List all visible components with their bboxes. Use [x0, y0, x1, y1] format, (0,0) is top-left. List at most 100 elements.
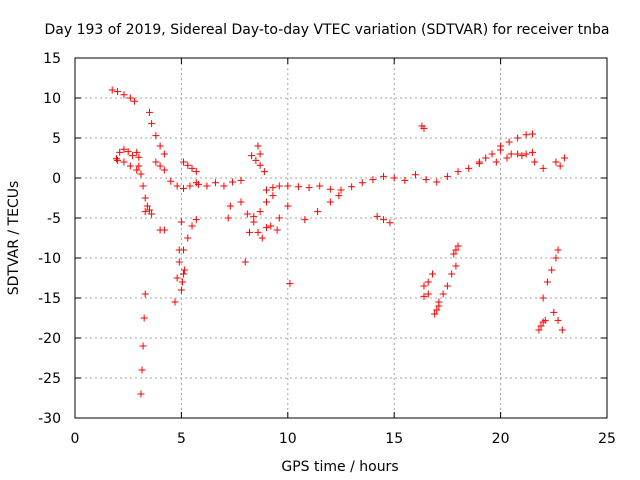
data-points — [108, 86, 568, 398]
y-tick-label: -15 — [38, 291, 61, 307]
data-point-arc-z — [422, 176, 430, 184]
chart-title: Day 193 of 2019, Sidereal Day-to-day VTE… — [44, 22, 609, 38]
data-point-arc-ah — [539, 164, 547, 172]
data-point-arc-v — [326, 185, 334, 193]
data-point-arc-x — [326, 198, 334, 206]
data-point-arc-ah — [503, 154, 511, 162]
data-point-arc-f — [156, 142, 164, 150]
data-point-arc-u — [250, 218, 258, 226]
data-point-arc-ac — [424, 290, 432, 298]
data-point-arc-c — [114, 156, 122, 164]
data-point-arc-t — [284, 202, 292, 210]
tick-marks — [74, 57, 608, 419]
y-axis-label: SDTVAR / TECUs — [6, 181, 22, 296]
x-tick-label: 20 — [492, 431, 510, 447]
data-point-arc-ag — [522, 131, 530, 139]
data-point-arc-d — [135, 162, 143, 170]
data-point-arc-a — [120, 91, 128, 99]
data-point-arc-ak — [543, 278, 551, 286]
data-point-arc-c — [133, 166, 141, 174]
data-point-arc-z — [465, 164, 473, 172]
y-tick-label: 0 — [52, 171, 61, 187]
data-point-arc-aj — [537, 322, 545, 330]
data-point-arc-o — [211, 179, 219, 187]
data-point-arc-g — [152, 158, 160, 166]
data-point-arc-a — [114, 88, 122, 96]
x-tick-label: 5 — [177, 431, 186, 447]
data-point-arc-e — [139, 342, 147, 350]
data-point-arc-ak — [554, 246, 562, 254]
data-point-arc-o — [194, 180, 202, 188]
data-point-arc-ak — [548, 266, 556, 274]
data-point-arc-ae — [439, 290, 447, 298]
data-point-arc-ag — [482, 154, 490, 162]
x-axis-label: GPS time / hours — [281, 459, 398, 475]
data-point-arc-p — [241, 258, 249, 266]
data-point-arc-ag — [475, 158, 483, 166]
data-point-arc-v — [269, 184, 277, 192]
data-point-arc-u — [273, 226, 281, 234]
data-point-arc-x — [314, 208, 322, 216]
data-point-arc-k — [177, 218, 185, 226]
data-point-arc-ae — [448, 270, 456, 278]
data-point-arc-d — [139, 182, 147, 190]
data-point-arc-ag — [529, 130, 537, 138]
data-point-arc-ad — [433, 306, 441, 314]
data-point-arc-m — [181, 266, 189, 274]
data-point-arc-v — [275, 182, 283, 190]
data-point-arc-s — [256, 150, 264, 158]
data-point-arc-af — [454, 242, 462, 250]
x-tick-label: 10 — [279, 431, 297, 447]
data-point-arc-d — [145, 206, 153, 214]
data-point-arc-ah — [522, 150, 530, 158]
data-point-arc-z — [411, 171, 419, 179]
data-point-arc-n — [184, 161, 192, 169]
data-point-arc-o — [228, 178, 236, 186]
data-point-arc-t — [275, 214, 283, 222]
data-point-arc-z — [390, 174, 398, 182]
data-point-arc-e — [137, 390, 145, 398]
data-point-arc-n — [180, 158, 188, 166]
data-point-arc-c — [120, 158, 128, 166]
data-point-arc-b — [120, 145, 128, 153]
data-point-arc-z — [443, 172, 451, 180]
data-point-arc-ae — [435, 298, 443, 306]
data-point-arc-af — [450, 250, 458, 258]
data-point-arc-v — [380, 172, 388, 180]
y-tick-label: -25 — [38, 371, 61, 387]
data-point-arc-l — [192, 216, 200, 224]
data-point-arc-ak — [552, 254, 560, 262]
data-point-arc-r — [260, 168, 268, 176]
data-point-arc-q — [256, 208, 264, 216]
data-point-arc-ae — [452, 262, 460, 270]
data-point-arc-al — [558, 326, 566, 334]
data-point-arc-y — [373, 212, 381, 220]
data-point-arc-b — [133, 148, 141, 156]
data-point-arc-t — [258, 234, 266, 242]
data-point-arc-s — [254, 142, 262, 150]
data-point-arc-b — [112, 155, 120, 163]
data-point-arc-ag — [488, 150, 496, 158]
data-point-arc-ai — [518, 152, 526, 160]
y-tick-label: -20 — [38, 331, 61, 347]
data-point-arc-d — [137, 170, 145, 178]
data-point-arc-r — [252, 156, 260, 164]
data-point-arc-al — [550, 308, 558, 316]
data-point-arc-u — [254, 228, 262, 236]
data-point-arc-a — [126, 94, 134, 102]
data-point-arc-f — [160, 150, 168, 158]
data-point-arc-ae — [443, 282, 451, 290]
data-point-arc-a — [108, 86, 116, 94]
data-point-arc-aj — [541, 316, 549, 324]
data-point-arc-j — [186, 182, 194, 190]
y-tick-label: 5 — [52, 131, 61, 147]
data-point-arc-p — [224, 214, 232, 222]
data-point-arc-ab — [420, 282, 428, 290]
data-point-arc-v — [369, 176, 377, 184]
data-point-arc-am — [556, 162, 564, 170]
data-point-arc-o — [220, 182, 228, 190]
data-point-arc-z — [454, 168, 462, 176]
data-point-arc-w — [286, 280, 294, 288]
data-point-arc-q — [243, 210, 251, 218]
